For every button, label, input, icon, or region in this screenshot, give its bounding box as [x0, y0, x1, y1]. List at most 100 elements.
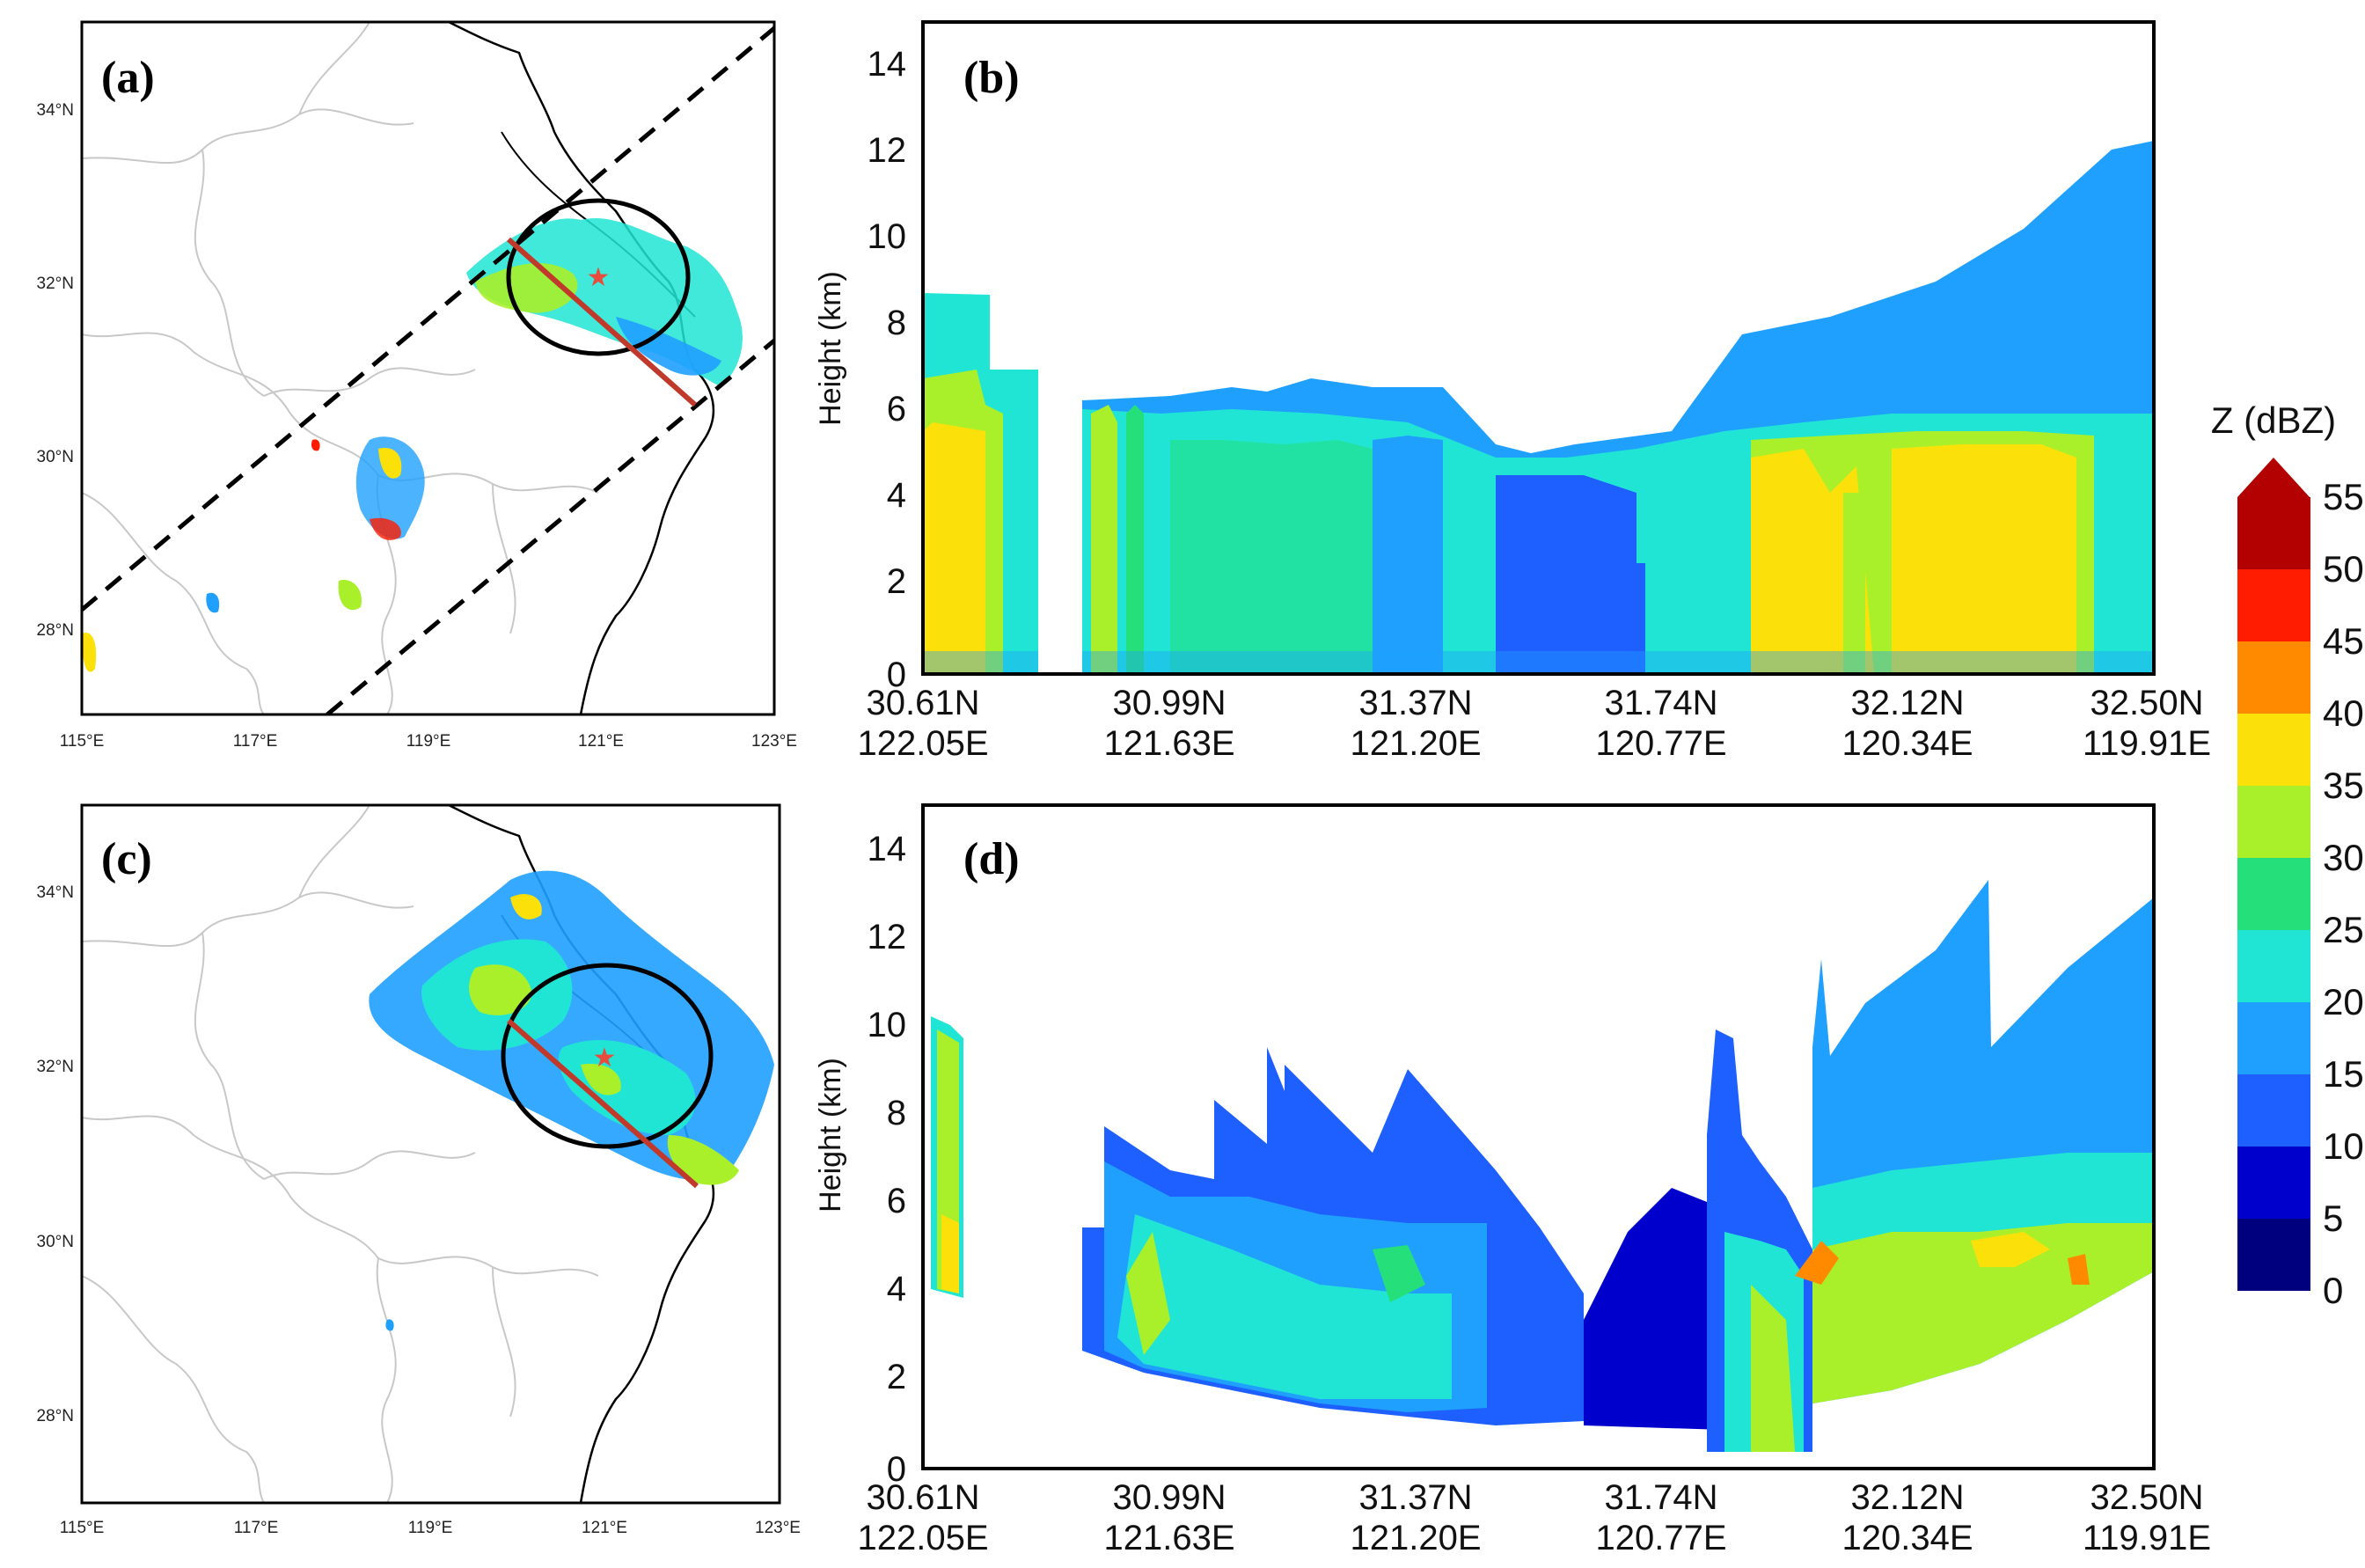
- x-tick-lon: 121.63E: [1103, 1519, 1234, 1557]
- colorbar-title: Z (dBZ): [2211, 399, 2336, 441]
- x-tick-lat: 31.37N: [1359, 1478, 1473, 1517]
- lon-ticks-c: 115°E 117°E 119°E 121°E 123°E: [60, 1519, 801, 1537]
- y-tick: 12: [868, 918, 907, 956]
- cross-section-line-c: [507, 1018, 699, 1189]
- colorbar-tick: 50: [2323, 548, 2364, 590]
- panel-a: ★ (a) 115°E 117°E 119°E 121°E 123°E 34°N…: [37, 20, 797, 751]
- x-tick-lat: 32.12N: [1851, 1478, 1965, 1517]
- radar-range-ring-a: [506, 198, 691, 356]
- colorbar-swatch: [2237, 930, 2310, 1002]
- y-axis-label-d: Height (km): [814, 1058, 847, 1213]
- province-boundaries-c: [82, 805, 599, 1503]
- x-tick-lon: 121.63E: [1103, 724, 1234, 763]
- x-tick-lat: 30.99N: [1113, 1478, 1226, 1517]
- colorbar-tick: 30: [2323, 837, 2364, 878]
- x-tick-lat: 32.12N: [1851, 684, 1965, 722]
- y-tick: 2: [887, 1358, 906, 1396]
- colorbar-swatch: [2237, 1219, 2310, 1291]
- y-tick: 10: [868, 217, 907, 256]
- colorbar-tick: 45: [2323, 620, 2364, 662]
- panel-c: ★ (c) 115°E 117°E 119°E 121°E 123°E 34°N…: [37, 803, 801, 1537]
- y-tick: 0: [887, 656, 906, 694]
- x-tick-lon: 119.91E: [2083, 724, 2211, 763]
- reflectivity-field-d: [931, 880, 2154, 1452]
- colorbar-tick: 5: [2323, 1198, 2343, 1239]
- lon-tick: 123°E: [755, 1519, 801, 1537]
- lat-tick: 32°N: [37, 275, 74, 293]
- colorbar-extend-arrow: [2237, 458, 2310, 497]
- lat-tick: 30°N: [37, 1233, 74, 1251]
- y-tick: 0: [887, 1450, 906, 1489]
- x-tick-lat: 32.50N: [2090, 1478, 2204, 1517]
- y-tick: 6: [887, 390, 906, 429]
- x-tick-lat: 30.99N: [1113, 684, 1226, 722]
- y-tick: 14: [868, 45, 907, 84]
- x-tick-lat: 32.50N: [2090, 684, 2204, 722]
- panel-letter-b: (b): [963, 53, 1020, 103]
- plot-frame-b: [921, 20, 2156, 676]
- colorbar-tick: 40: [2323, 692, 2364, 734]
- lon-tick: 121°E: [582, 1519, 627, 1537]
- x-ticks-b: 30.61N 122.05E 30.99N 121.63E 31.37N 121…: [857, 684, 2211, 763]
- x-tick-lat: 30.61N: [867, 684, 980, 722]
- y-tick: 6: [887, 1182, 906, 1220]
- x-tick-lon: 121.20E: [1350, 1519, 1481, 1557]
- lon-tick: 121°E: [578, 732, 624, 751]
- lat-tick: 30°N: [37, 448, 74, 466]
- radar-range-ring-c: [501, 963, 714, 1149]
- x-tick-lon: 120.77E: [1595, 1519, 1726, 1557]
- x-tick-lon: 120.34E: [1841, 724, 1973, 763]
- panel-d: (d) 14 12 10 8 6 4 2 0 Height (km) 30.61…: [814, 803, 2211, 1557]
- lat-ticks-c: 34°N 32°N 30°N 28°N: [37, 883, 74, 1425]
- x-tick-lon: 120.77E: [1595, 724, 1726, 763]
- y-tick: 4: [887, 1270, 906, 1308]
- lat-tick: 34°N: [37, 101, 74, 120]
- y-axis-label-b: Height (km): [814, 271, 847, 426]
- panel-b: (b) 14 12 10 8 6 4 2 0 Height (km) 30.61…: [814, 20, 2211, 763]
- panel-letter-c: (c): [101, 834, 152, 884]
- y-tick: 12: [868, 131, 907, 170]
- y-tick: 14: [868, 830, 907, 868]
- radar-site-star-c: ★: [593, 1044, 617, 1073]
- colorbar-swatch: [2237, 641, 2310, 714]
- reflectivity-field-b: [923, 141, 2154, 674]
- colorbar-swatches: [2237, 497, 2310, 1291]
- colorbar-swatch: [2237, 1074, 2310, 1147]
- swath-lower-line-a: [326, 339, 774, 714]
- map-border-a: [80, 20, 776, 716]
- y-tick: 4: [887, 476, 906, 515]
- colorbar-tick: 55: [2323, 476, 2364, 517]
- plot-frame-d: [921, 803, 2156, 1470]
- x-tick-lon: 120.34E: [1841, 1519, 1973, 1557]
- lat-tick: 28°N: [37, 621, 74, 640]
- colorbar-swatch: [2237, 714, 2310, 786]
- x-tick-lon: 121.20E: [1350, 724, 1481, 763]
- lon-tick: 117°E: [233, 732, 278, 751]
- panel-letter-a: (a): [101, 53, 155, 103]
- x-tick-lat: 31.37N: [1359, 684, 1473, 722]
- y-tick: 8: [887, 304, 906, 342]
- panel-letter-d: (d): [963, 834, 1020, 884]
- lat-tick: 34°N: [37, 883, 74, 902]
- x-tick-lat: 31.74N: [1605, 1478, 1718, 1517]
- swath-upper-line-a: [82, 26, 774, 612]
- colorbar-swatch: [2237, 1002, 2310, 1074]
- colorbar-swatch: [2237, 858, 2310, 930]
- lat-tick: 32°N: [37, 1058, 74, 1076]
- x-tick-lon: 119.91E: [2083, 1519, 2211, 1557]
- colorbar-swatch: [2237, 1147, 2310, 1219]
- lon-ticks-a: 115°E 117°E 119°E 121°E 123°E: [60, 732, 797, 751]
- colorbar-swatch: [2237, 497, 2310, 569]
- colorbar-tick: 0: [2323, 1270, 2343, 1311]
- province-boundaries-a: [82, 22, 599, 714]
- y-ticks-d: 14 12 10 8 6 4 2 0: [868, 830, 907, 1489]
- lon-tick: 115°E: [60, 1519, 105, 1537]
- lon-tick: 117°E: [234, 1519, 279, 1537]
- colorbar-tick: 25: [2323, 909, 2364, 950]
- lon-tick: 119°E: [406, 732, 451, 751]
- radar-site-star-a: ★: [587, 263, 611, 292]
- map-frame-a: [82, 22, 774, 714]
